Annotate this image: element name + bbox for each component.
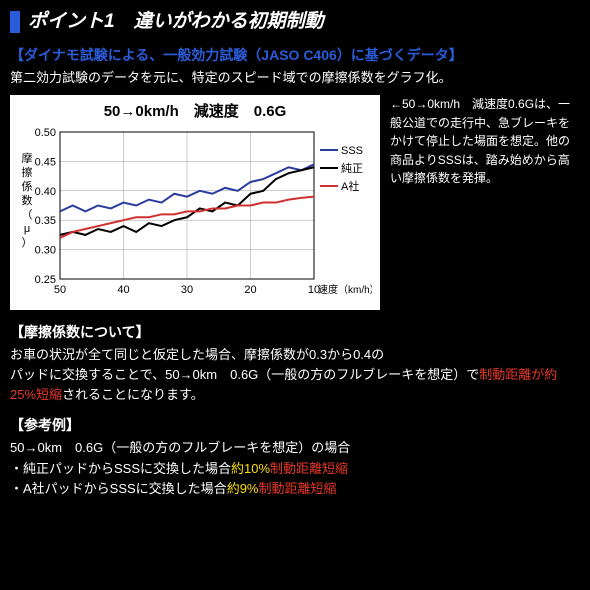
svg-text:0.50: 0.50 (35, 127, 56, 139)
section2-head: 【参考例】 (10, 415, 580, 436)
section2-l3a: ・A社パッドからSSSに交換した場合 (10, 481, 227, 496)
chart-title: 50→0km/h 減速度 0.6G (18, 101, 372, 124)
svg-text:30: 30 (181, 284, 193, 296)
chart-container: 50→0km/h 減速度 0.6G 0.25 0.30 0.35 0.40 0.45 0.… (10, 95, 380, 310)
svg-text:0.45: 0.45 (35, 156, 56, 168)
svg-text:0.40: 0.40 (35, 185, 56, 197)
subtitle: 【ダイナモ試験による、一般効力試験（JASO C406）に基づくデータ】 (10, 45, 580, 66)
svg-text:μ: μ (24, 223, 30, 235)
svg-text:速度（km/h）: 速度（km/h） (318, 283, 372, 296)
content-row: 50→0km/h 減速度 0.6G 0.25 0.30 0.35 0.40 0.45 0.… (10, 95, 580, 310)
svg-text:40: 40 (117, 284, 129, 296)
section1-body: お車の状況が全て同じと仮定した場合、摩擦係数が0.3から0.4の パッドに交換す… (10, 345, 580, 405)
svg-text:50: 50 (54, 284, 66, 296)
description: 第二効力試験のデータを元に、特定のスピード域での摩擦係数をグラフ化。 (10, 68, 580, 88)
section2-body: 50→0km 0.6G（一般の方のフルブレーキを想定）の場合 ・純正パッドからS… (10, 438, 580, 498)
svg-text:0.35: 0.35 (35, 215, 56, 227)
section1-t2c: されることになります。 (62, 387, 204, 402)
section1-t2a: パッドに交換することで、50→0km 0.6G（一般の方のフルブレーキを想定）で (10, 367, 479, 382)
blue-accent-mark (10, 11, 20, 33)
side-note: ←50→0km/h 減速度0.6Gは、一般公道での走行中、急ブレーキをかけて停止… (390, 95, 580, 310)
svg-text:純正: 純正 (341, 162, 363, 175)
svg-text:摩: 摩 (22, 151, 33, 165)
section1-t1: お車の状況が全て同じと仮定した場合、摩擦係数が0.3から0.4の (10, 347, 384, 362)
svg-text:）: ） (22, 236, 33, 249)
section2-l1: 50→0km 0.6G（一般の方のフルブレーキを想定）の場合 (10, 440, 350, 455)
svg-text:（: （ (22, 208, 33, 221)
svg-text:数: 数 (22, 194, 33, 207)
svg-text:係: 係 (22, 180, 33, 193)
svg-text:0.25: 0.25 (35, 274, 56, 286)
svg-text:0.30: 0.30 (35, 244, 56, 256)
svg-text:20: 20 (244, 284, 256, 296)
page-title: ポイント1 違いがわかる初期制動 (28, 8, 324, 37)
svg-text:A社: A社 (341, 179, 359, 193)
section2-l3-red: 制動距離短縮 (258, 481, 336, 496)
section2-l2-red: 制動距離短縮 (270, 461, 348, 476)
title-bar: ポイント1 違いがわかる初期制動 (10, 8, 580, 37)
svg-text:擦: 擦 (22, 165, 33, 179)
section1-head: 【摩擦係数について】 (10, 322, 580, 343)
section2-l3-yellow: 約9% (227, 481, 259, 496)
line-chart: 0.250.300.350.400.450.505040302010摩擦係数（μ… (18, 126, 372, 301)
section2-l2-yellow: 約10% (231, 461, 270, 476)
section2-l2a: ・純正パッドからSSSに交換した場合 (10, 461, 231, 476)
svg-text:SSS: SSS (341, 145, 363, 157)
